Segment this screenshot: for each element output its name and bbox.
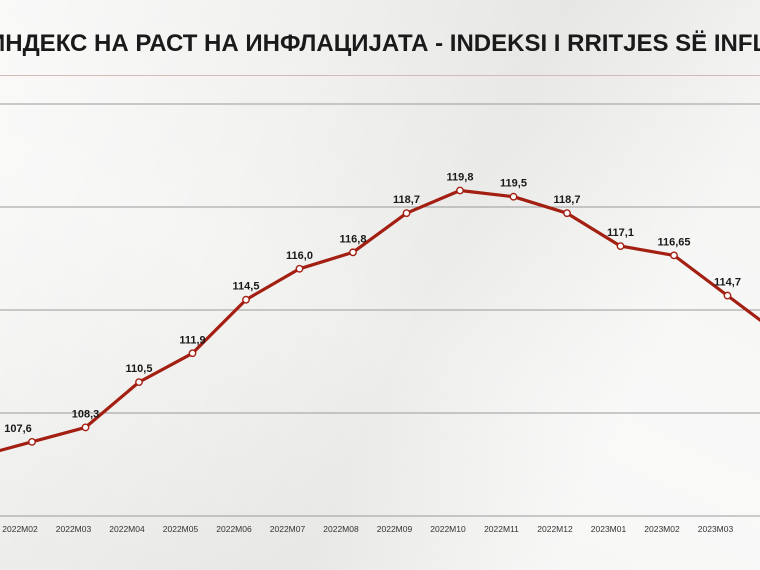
data-label: 118,7 bbox=[393, 194, 420, 206]
data-point bbox=[616, 242, 625, 251]
data-label: 117,1 bbox=[607, 227, 634, 239]
data-point bbox=[670, 251, 678, 260]
data-point bbox=[242, 295, 250, 304]
title-divider bbox=[0, 75, 760, 76]
x-tick-label: 2023M02 bbox=[644, 524, 680, 534]
data-label: 119,8 bbox=[447, 172, 474, 184]
x-tick-label: 2022M05 bbox=[163, 524, 199, 534]
x-tick-label: 2022M08 bbox=[323, 524, 359, 534]
data-point bbox=[28, 437, 36, 446]
x-tick-label: 2022M03 bbox=[56, 524, 92, 534]
data-point bbox=[723, 291, 732, 300]
data-point bbox=[135, 378, 143, 386]
data-point bbox=[295, 264, 304, 273]
x-tick-label: 2022M12 bbox=[537, 524, 573, 534]
data-label: 107,6 bbox=[4, 423, 32, 435]
data-point bbox=[188, 349, 197, 358]
chart-title: ИНДЕКС НА РАСТ НА ИНФЛАЦИЈАТА - INDEKSI … bbox=[0, 30, 760, 57]
data-label: 108,3 bbox=[72, 408, 100, 420]
data-point bbox=[509, 192, 518, 201]
data-label: 116,0 bbox=[286, 250, 313, 262]
x-tick-label: 2022M11 bbox=[484, 524, 519, 534]
data-label: 114,7 bbox=[714, 277, 741, 289]
data-label: 111,9 bbox=[179, 334, 205, 346]
data-label: 116,8 bbox=[340, 233, 367, 245]
data-label: 110,5 bbox=[126, 363, 153, 375]
data-label: 114,5 bbox=[233, 281, 260, 293]
x-tick-label: 2023M03 bbox=[698, 524, 734, 534]
series-line bbox=[0, 188, 760, 453]
x-tick-label: 2022M09 bbox=[377, 524, 413, 534]
x-tick-label: 2022M04 bbox=[109, 524, 145, 534]
data-point bbox=[81, 423, 90, 432]
x-tick-label: 2022M06 bbox=[216, 524, 252, 534]
x-tick-label: 2023M01 bbox=[591, 524, 627, 534]
x-tick-label: 2022M07 bbox=[270, 524, 306, 534]
data-labels: 107,6 108,3 110,5 111,9 114,5 116,0 116,8 118,7… bbox=[4, 172, 741, 435]
x-tick-label: 2022M10 bbox=[430, 524, 466, 534]
data-label: 116,65 bbox=[657, 236, 690, 248]
data-point bbox=[402, 209, 411, 218]
data-points bbox=[28, 186, 732, 446]
data-point bbox=[349, 248, 357, 257]
gridlines bbox=[0, 103, 760, 517]
data-label: 118,7 bbox=[554, 194, 581, 206]
data-label: 119,5 bbox=[500, 178, 527, 190]
x-tick-label: 2022M02 bbox=[2, 524, 38, 534]
data-point bbox=[456, 186, 464, 195]
data-point bbox=[563, 209, 571, 218]
x-axis-labels: 2022M02 2022M03 2022M04 2022M05 2022M06 2022M… bbox=[2, 524, 733, 534]
